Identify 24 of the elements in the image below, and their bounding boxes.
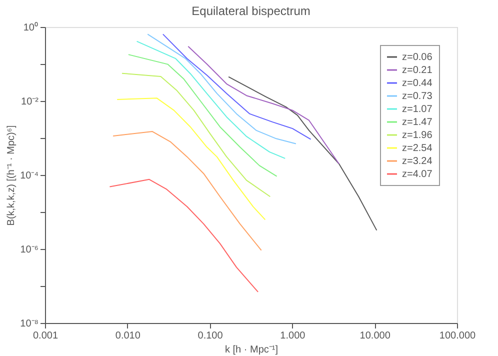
x-tick-label: 10.000 (360, 330, 391, 342)
legend-label: z=4.07 (402, 169, 433, 180)
legend-label: z=1.07 (402, 104, 433, 115)
legend-label: z=1.96 (402, 130, 433, 141)
x-tick-label: 100.000 (439, 330, 476, 342)
y-tick-label: 10⁻⁸ (20, 318, 38, 330)
y-axis-title: B(k,k,k,z) [(h⁻¹ · Mpc)⁶] (6, 125, 18, 226)
legend-label: z=2.54 (402, 143, 433, 154)
x-tick-label: 0.001 (32, 330, 58, 342)
legend-label: z=1.47 (402, 117, 433, 128)
x-tick-label: 1.000 (280, 330, 306, 342)
chart-title: Equilateral bispectrum (192, 4, 310, 18)
x-tick-label: 0.010 (115, 330, 141, 342)
legend-label: z=0.06 (402, 52, 433, 63)
x-tick-label: 0.100 (198, 330, 224, 342)
y-tick-label: 10⁻⁶ (20, 244, 38, 256)
y-tick-label: 10⁻⁴ (20, 170, 38, 182)
x-axis-title: k [h · Mpc⁻¹] (224, 344, 278, 356)
y-tick-label: 10⁻² (21, 96, 40, 108)
legend-label: z=3.24 (402, 156, 433, 167)
legend-label: z=0.44 (402, 78, 433, 89)
legend-label: z=0.73 (402, 91, 433, 102)
y-tick-label: 10⁰ (23, 22, 38, 34)
legend-label: z=0.21 (402, 65, 433, 76)
